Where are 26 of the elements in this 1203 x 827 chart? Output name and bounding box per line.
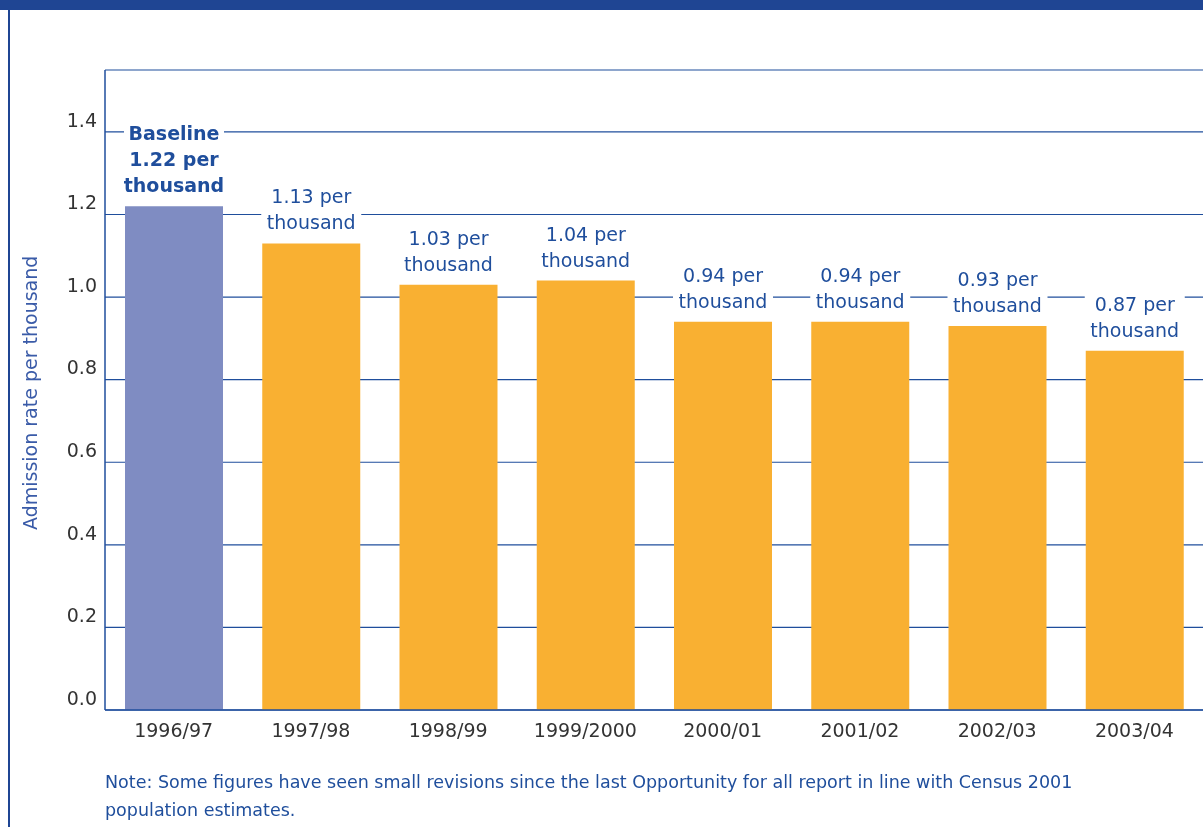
y-axis-title: Admission rate per thousand	[18, 255, 41, 530]
y-tick-label: 0.6	[66, 439, 97, 461]
y-tick-label: 0.0	[66, 686, 97, 709]
x-tick-label: 1998/99	[408, 719, 488, 742]
data-label: 0.87 per thousand	[1090, 292, 1180, 341]
y-tick-label: 0.4	[66, 521, 97, 544]
y-tick-label: 0.8	[66, 356, 97, 379]
x-tick-label: 2000/01	[683, 719, 763, 742]
data-label: 1.04 per thousand	[541, 222, 631, 271]
data-label: 0.94 per thousand	[815, 263, 905, 312]
data-label: 1.03 per thousand	[404, 226, 493, 275]
data-label: Baseline 1.22 per thousand	[123, 122, 225, 197]
y-tick-label: 0.2	[66, 604, 97, 627]
y-tick-label: 1.0	[66, 273, 97, 296]
x-tick-label: 1997/98	[271, 719, 351, 742]
x-tick-label: 2001/02	[820, 719, 900, 742]
data-label: 1.13 per thousand	[266, 185, 356, 234]
x-tick-label: 2002/03	[957, 719, 1037, 742]
text: Note: Some figures have seen small revisions since the last Opportunity for all report in line with Census 2001 population estimates.	[105, 771, 1074, 822]
y-tick-label: 1.4	[66, 108, 97, 131]
x-tick-label: 1996/97	[134, 719, 214, 742]
data-label: 0.93 per thousand	[953, 268, 1042, 316]
data-label: 0.94 per thousand	[678, 263, 768, 312]
x-tick-label: 2003/04	[1094, 719, 1174, 742]
x-tick-label: 1999/2000	[533, 719, 637, 742]
y-tick-label: 1.2	[66, 191, 97, 214]
